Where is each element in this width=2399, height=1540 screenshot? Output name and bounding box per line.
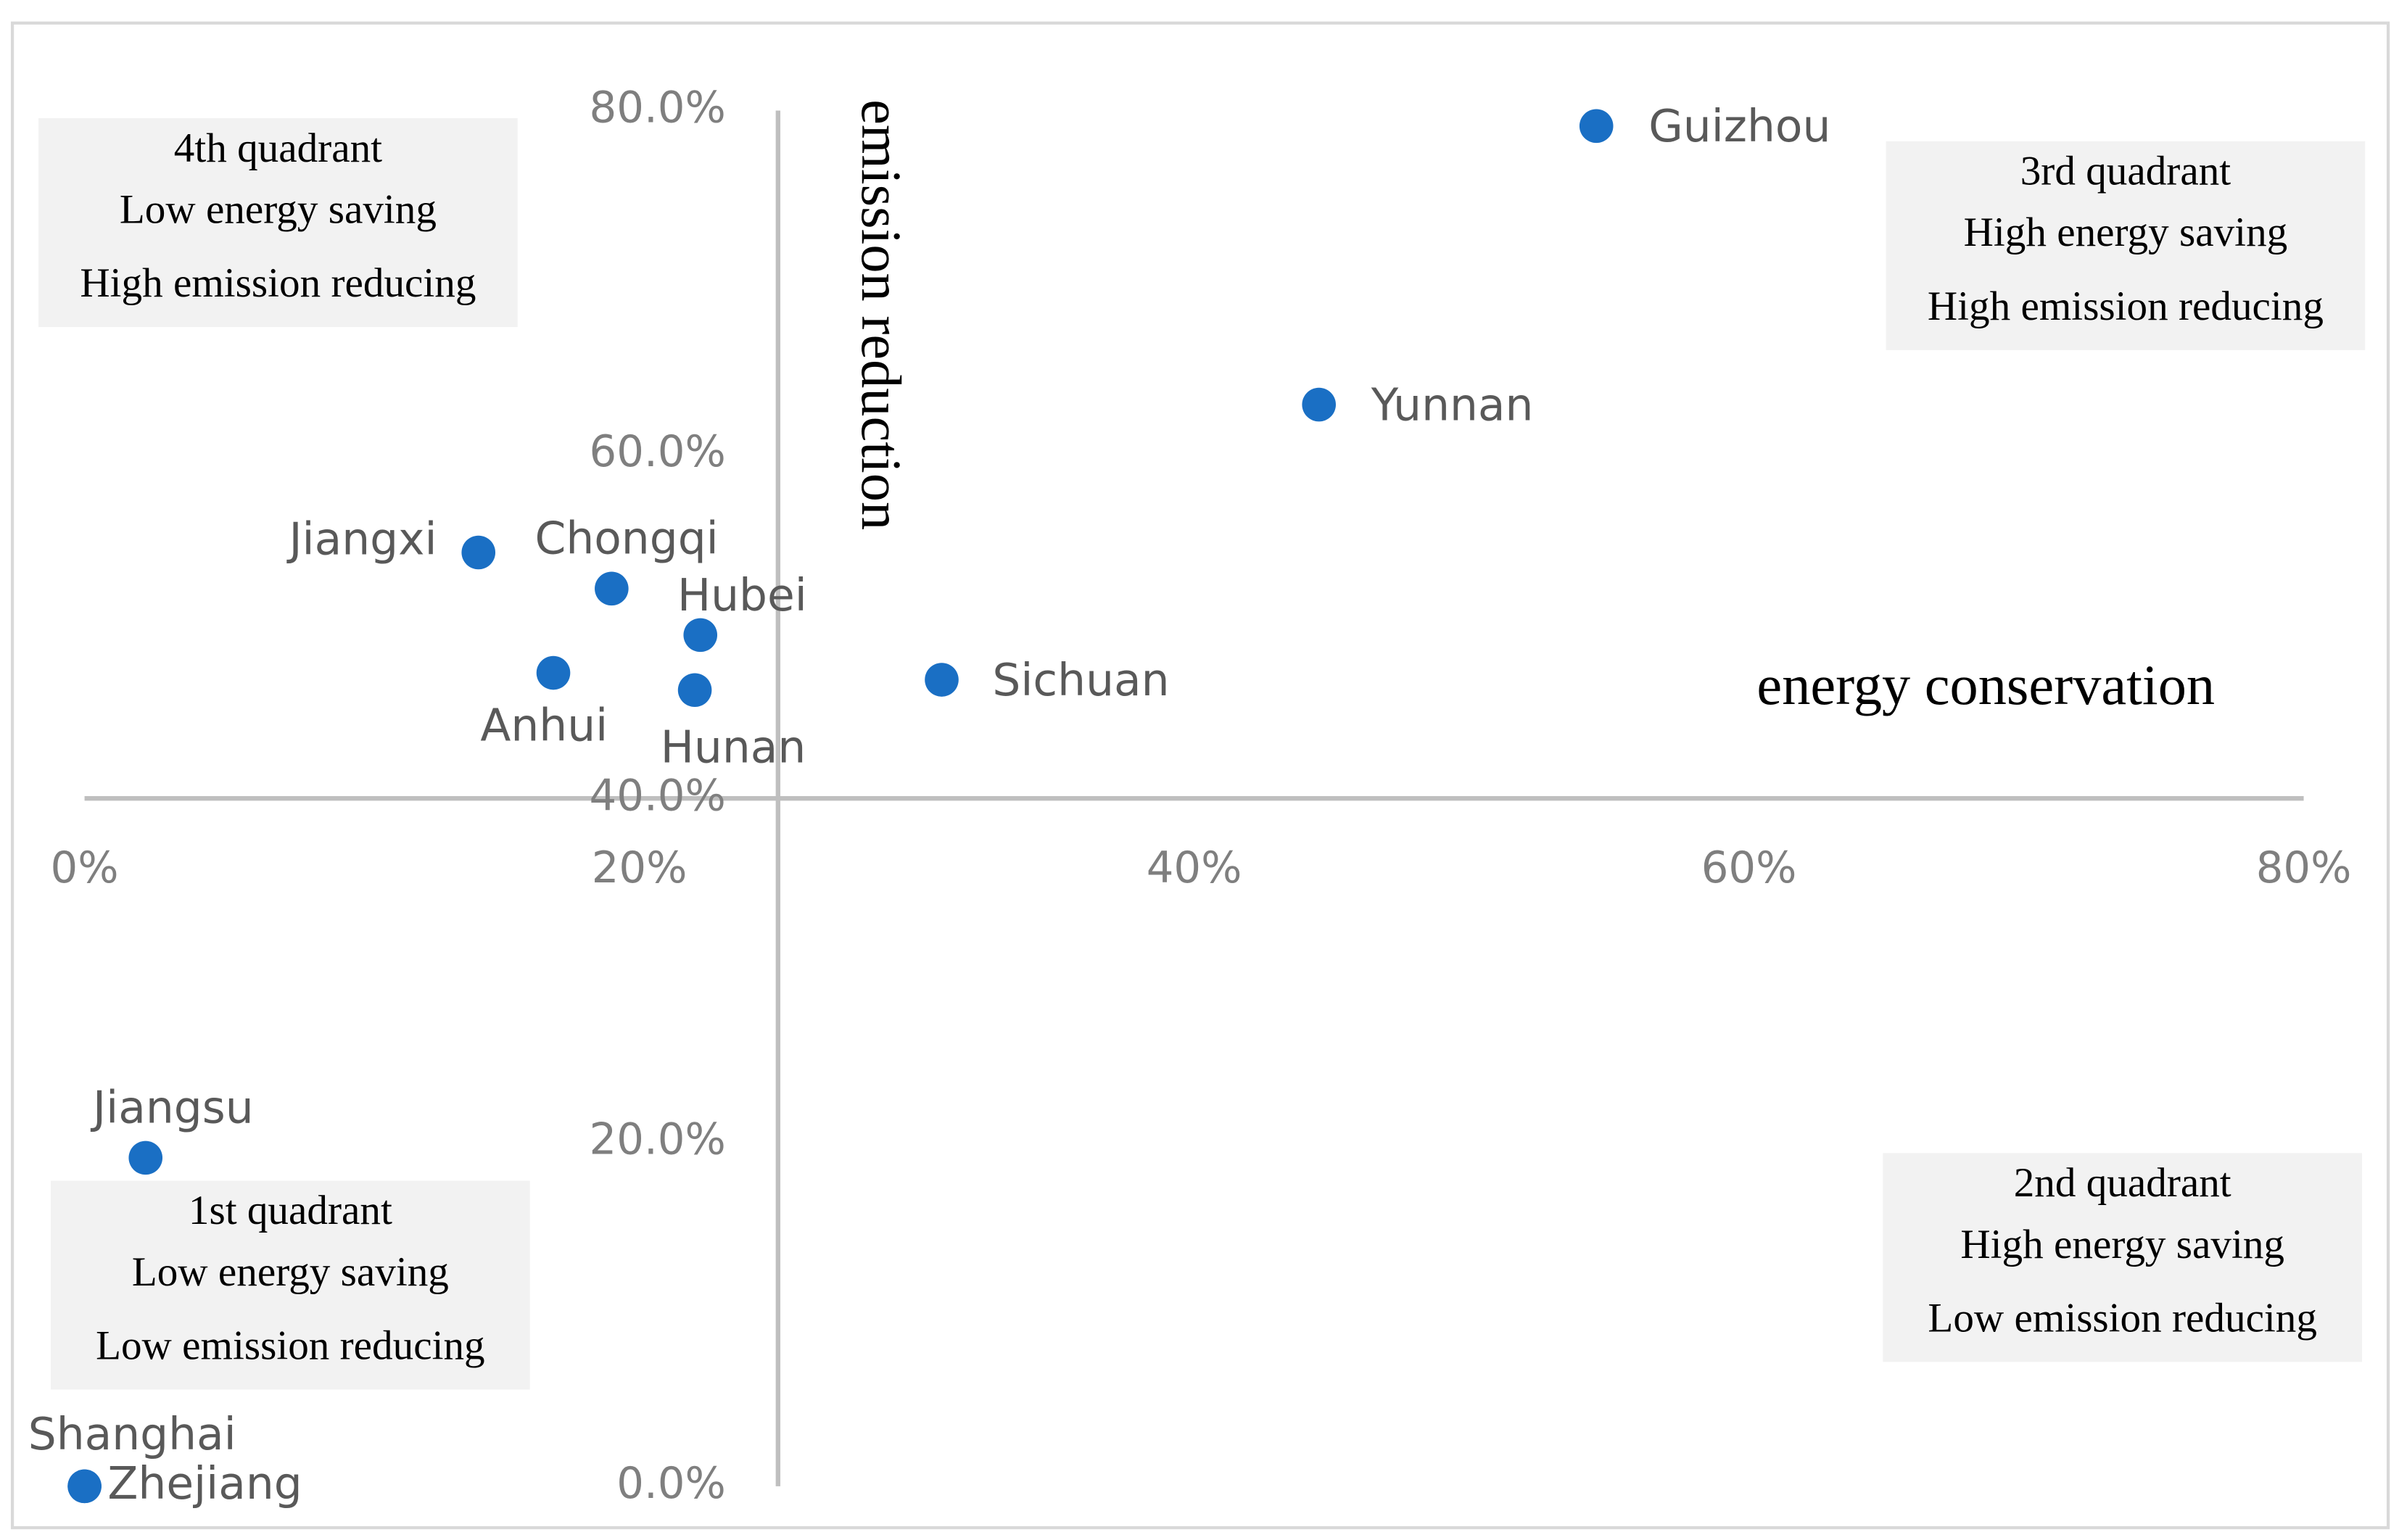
quadrant-text: 2nd quadrant [2014, 1160, 2231, 1206]
point-label: Zhejiang [107, 1458, 302, 1510]
point [1302, 387, 1337, 422]
quadrant-text: Low emission reducing [96, 1323, 485, 1369]
point [595, 571, 629, 606]
point-label: Jiangsu [90, 1082, 254, 1133]
point [128, 1140, 163, 1175]
point-label: Hunan [661, 721, 806, 773]
point [683, 618, 718, 653]
point-label: Yunnan [1371, 379, 1534, 431]
quadrant-text: High emission reducing [80, 260, 476, 306]
x-tick-label: 0% [51, 843, 119, 893]
point [536, 655, 571, 690]
y-tick-label: 80.0% [590, 83, 726, 133]
quadrant-text: Low energy saving [120, 186, 437, 232]
point [677, 673, 712, 708]
x-tick-label: 80% [2256, 843, 2352, 893]
point-label: Sichuan [992, 655, 1169, 706]
y-tick-label: 20.0% [590, 1114, 726, 1164]
point-label: Guizhou [1648, 101, 1830, 152]
quadrant-text: 1st quadrant [189, 1188, 392, 1233]
quadrant-text: Low emission reducing [1928, 1295, 2317, 1341]
y-axis-title: emission reduction [850, 99, 913, 530]
point-label: Hubei [677, 570, 807, 621]
point-label: Chongqi [534, 513, 718, 564]
point [67, 1469, 102, 1504]
quadrant-box [1886, 141, 2366, 350]
x-axis-title: energy conservation [1756, 653, 2215, 716]
point [1579, 109, 1614, 144]
x-tick-label: 40% [1147, 843, 1242, 893]
quadrant-text: High emission reducing [1928, 283, 2324, 329]
quadrant-text: 4th quadrant [174, 125, 382, 171]
point-label: Shanghai [28, 1409, 236, 1460]
point-label: Jiangxi [286, 513, 437, 565]
quadrant-box [1883, 1153, 2363, 1362]
x-tick-label: 60% [1701, 843, 1797, 893]
point [461, 535, 496, 570]
quadrant-text: High energy saving [1964, 210, 2288, 255]
y-tick-label: 0.0% [616, 1458, 726, 1508]
quadrant-box [51, 1180, 530, 1390]
quadrant-box [38, 118, 518, 328]
point-label: Anhui [480, 700, 608, 751]
quadrant-text: Low energy saving [132, 1249, 449, 1295]
quadrant-text: High energy saving [1960, 1222, 2284, 1267]
point [925, 663, 959, 697]
quadrant-text: 3rd quadrant [2020, 149, 2231, 194]
y-tick-label: 40.0% [590, 770, 726, 820]
y-tick-label: 60.0% [590, 426, 726, 476]
x-tick-label: 20% [592, 843, 688, 893]
